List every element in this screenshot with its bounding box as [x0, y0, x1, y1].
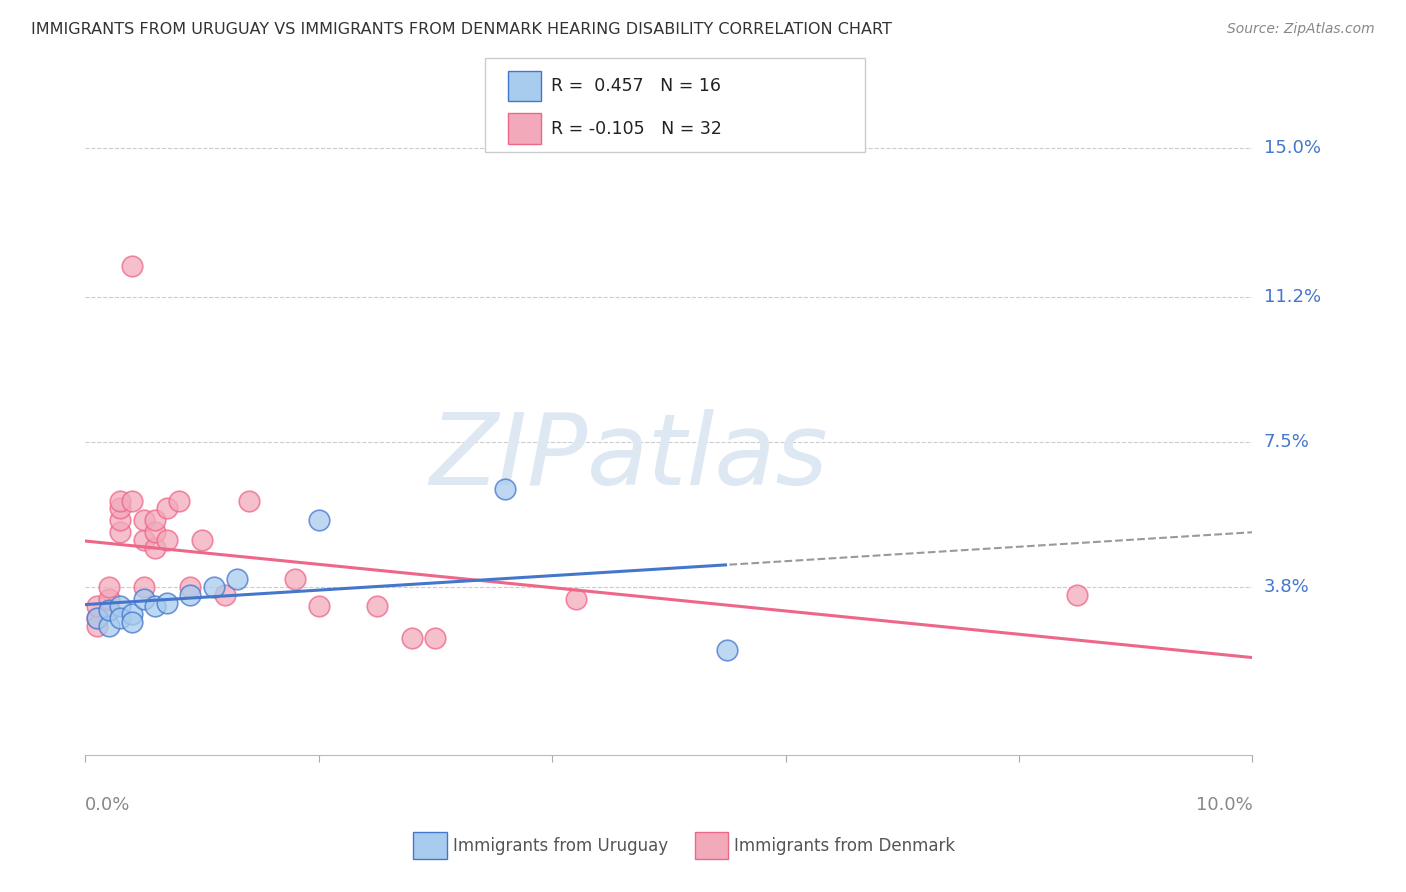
Text: 3.8%: 3.8%: [1264, 578, 1309, 596]
Point: [121, 607, 143, 622]
Text: Immigrants from Uruguay: Immigrants from Uruguay: [453, 837, 668, 855]
Point: [132, 580, 155, 594]
Point: [110, 599, 132, 614]
Point: [156, 501, 179, 516]
Text: Source: ZipAtlas.com: Source: ZipAtlas.com: [1227, 22, 1375, 37]
Text: ZIP: ZIP: [429, 409, 588, 506]
Point: [110, 513, 132, 527]
Point: [143, 541, 166, 555]
Point: [156, 533, 179, 547]
Point: [86, 611, 108, 625]
Point: [86, 599, 108, 614]
Text: 7.5%: 7.5%: [1264, 433, 1309, 450]
Point: [121, 615, 143, 629]
Text: Immigrants from Denmark: Immigrants from Denmark: [734, 837, 955, 855]
Point: [121, 259, 143, 273]
Point: [97, 591, 120, 606]
Point: [308, 513, 330, 527]
Text: 15.0%: 15.0%: [1264, 139, 1320, 157]
Point: [308, 599, 330, 614]
Point: [167, 493, 190, 508]
Point: [284, 572, 307, 586]
Point: [97, 580, 120, 594]
Point: [86, 619, 108, 633]
Point: [121, 493, 143, 508]
Point: [202, 580, 225, 594]
Point: [226, 572, 249, 586]
Point: [425, 631, 447, 645]
Point: [110, 524, 132, 539]
Point: [179, 588, 201, 602]
Point: [110, 493, 132, 508]
Point: [191, 533, 214, 547]
Point: [238, 493, 260, 508]
Point: [97, 619, 120, 633]
Point: [110, 501, 132, 516]
Text: IMMIGRANTS FROM URUGUAY VS IMMIGRANTS FROM DENMARK HEARING DISABILITY CORRELATIO: IMMIGRANTS FROM URUGUAY VS IMMIGRANTS FR…: [31, 22, 891, 37]
Point: [132, 533, 155, 547]
Text: R = -0.105   N = 32: R = -0.105 N = 32: [551, 120, 723, 137]
Point: [86, 611, 108, 625]
Point: [97, 603, 120, 617]
Point: [132, 513, 155, 527]
Point: [132, 591, 155, 606]
Point: [110, 611, 132, 625]
Point: [495, 482, 517, 496]
Text: 10.0%: 10.0%: [1195, 796, 1253, 814]
Point: [143, 513, 166, 527]
Point: [97, 603, 120, 617]
Text: 11.2%: 11.2%: [1264, 288, 1320, 306]
Point: [179, 580, 201, 594]
Point: [716, 642, 738, 657]
Point: [143, 599, 166, 614]
Point: [214, 588, 236, 602]
Text: R =  0.457   N = 16: R = 0.457 N = 16: [551, 78, 721, 95]
Point: [401, 631, 423, 645]
Point: [366, 599, 388, 614]
Point: [143, 524, 166, 539]
Point: [1066, 588, 1088, 602]
Point: [564, 591, 586, 606]
Text: 0.0%: 0.0%: [86, 796, 131, 814]
Text: atlas: atlas: [588, 409, 828, 506]
Point: [156, 595, 179, 609]
